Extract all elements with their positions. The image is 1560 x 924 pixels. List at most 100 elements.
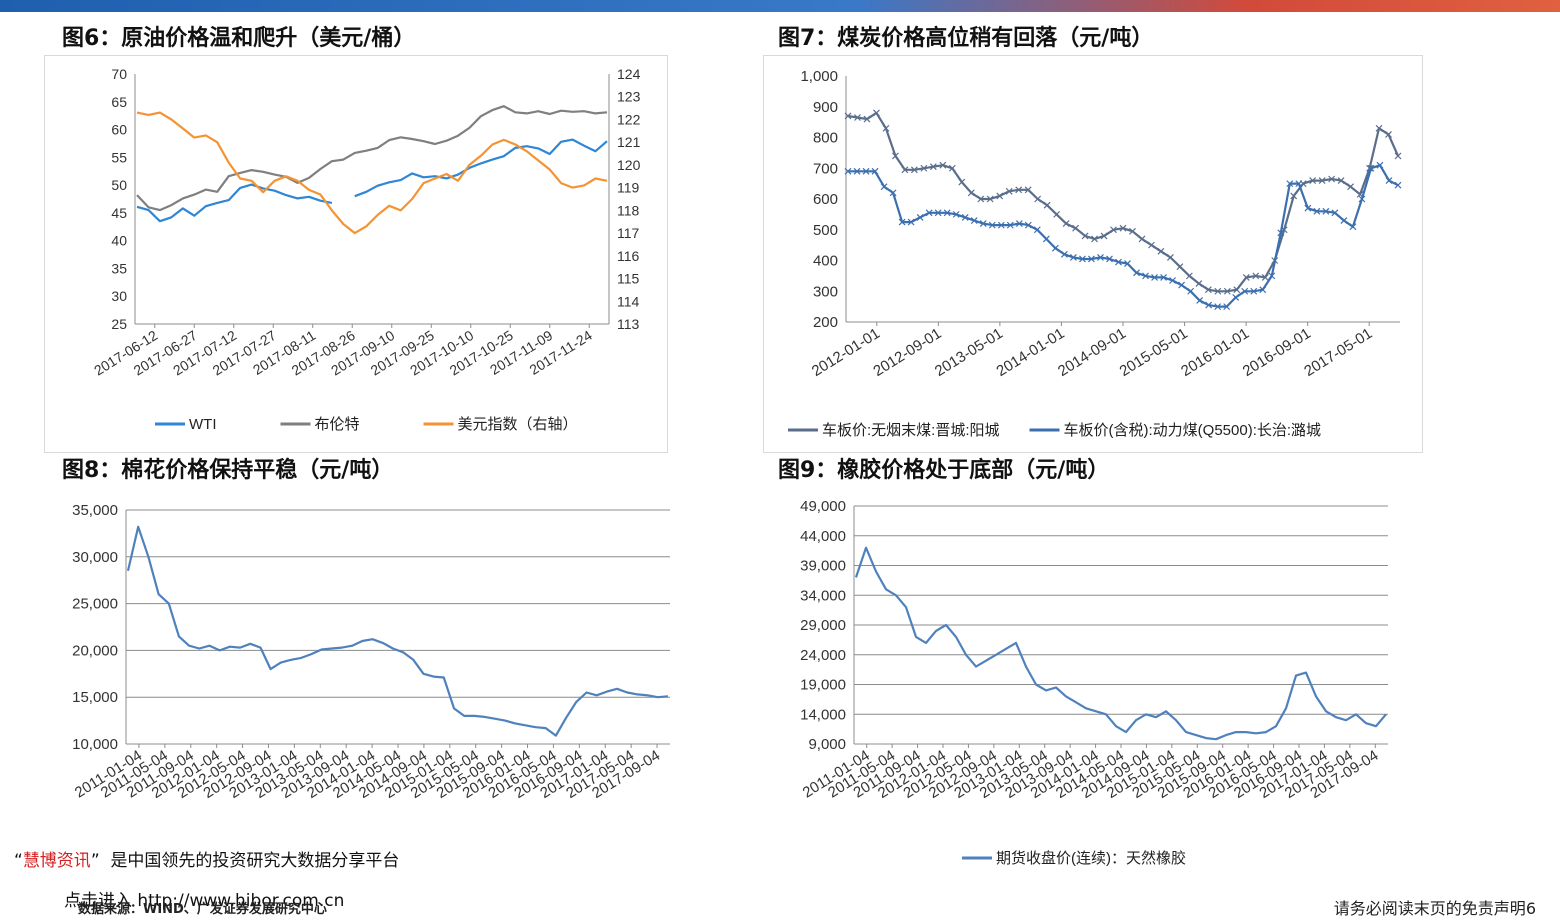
y-tick-label: 14,000 [800,706,846,723]
series-marker [1015,220,1023,228]
series-marker [1062,220,1070,228]
rubber-price-chart: 49,000 44,000 39,000 34,000 29,000 24,000 19,0… [800,498,1388,867]
series-marker [929,163,937,171]
series-marker [1033,226,1041,234]
series-marker [1322,207,1330,215]
y-tick-label: 45 [111,205,127,221]
series-marker [1195,280,1203,287]
y-tick-label: 55 [111,149,127,165]
cotton-price-chart: 35,00030,00025,00020,00015,00010,0002011… [72,502,670,802]
legend-label: 美元指数（右轴） [458,416,578,433]
y2-tick-label: 122 [617,111,641,127]
y-tick-label: 20,000 [72,642,118,659]
series-marker [889,189,897,197]
footer-link[interactable]: 点击进入 http://www.hibor.com.cn [64,891,345,911]
series-marker [1375,124,1383,132]
series-marker [1309,177,1317,184]
series-marker [952,210,960,218]
series-marker [1376,161,1384,169]
series-marker [979,220,987,228]
series-line [136,105,608,212]
legend-label: 车板价(含税):动力煤(Q5500):长治:潞城 [1064,421,1322,439]
series-marker [1214,287,1222,295]
series-marker [891,152,899,160]
series-marker [1160,273,1167,281]
series-marker [1241,287,1249,295]
chart-panel-cotton: 35,000 30,000 25,000 20,000 15,000 10,000 2011… [44,490,704,884]
series-marker [882,124,890,132]
series-marker [1313,207,1321,215]
series-marker [1232,293,1240,301]
y2-tick-label: 119 [617,180,640,196]
series-marker [1178,281,1186,289]
top-color-bar [0,0,1560,12]
series-marker [916,214,924,221]
y-tick-label: 300 [813,283,838,300]
series-marker [1166,254,1174,261]
series-marker [1385,131,1392,138]
chart-title-7: 图7：煤炭价格高位稍有回落（元/吨） [778,26,1154,51]
series-marker [1034,195,1042,203]
series-marker [997,221,1005,229]
series-marker [939,161,947,169]
y-tick-label: 900 [813,99,838,116]
chart-title-8: 图8：棉花价格保持平稳（元/吨） [62,458,394,483]
series-marker [1138,235,1146,243]
series-marker [996,192,1004,200]
series-marker [1042,235,1050,243]
series-marker [1119,224,1127,232]
footer-brand-line: “慧博资讯” 是中国领先的投资研究大数据分享平台 [14,851,400,871]
series-marker [844,167,852,175]
series-marker [1081,232,1089,240]
y2-tick-label: 124 [617,66,641,82]
y-tick-label: 24,000 [800,647,846,664]
series-marker [1290,192,1298,200]
series-marker [1331,209,1339,217]
series-marker [961,214,969,221]
series-marker [1295,180,1303,188]
series-line [848,164,1399,308]
y2-tick-label: 114 [617,293,640,309]
y2-tick-label: 117 [617,225,640,241]
series-marker [1024,186,1032,194]
y-tick-label: 9,000 [808,736,846,753]
series-marker [1328,175,1336,183]
series-marker [920,164,928,172]
series-marker [1176,263,1184,271]
series-marker [1133,269,1140,277]
series-marker [1169,277,1177,284]
series-marker [1304,204,1312,212]
y2-tick-label: 120 [617,157,641,173]
y-tick-label: 29,000 [800,617,846,634]
series-marker [988,221,996,229]
x-tick-label: 2013-05-01 [932,325,1006,380]
y-tick-label: 10,000 [72,736,118,753]
series-marker [844,112,852,120]
series-marker [907,218,915,226]
series-marker [948,164,956,172]
series-marker [1051,244,1059,252]
y-tick-label: 25,000 [72,596,118,613]
series-marker [925,209,933,217]
series-marker [901,166,909,174]
series-marker [1187,287,1195,295]
chart-title-9: 图9：橡胶价格处于底部（元/吨） [778,458,1110,483]
series-marker [1205,301,1213,309]
series-marker [1259,286,1267,294]
series-marker [934,209,942,217]
series-line [854,546,1387,741]
oil-price-chart: 70 65 60 55 50 45 40 35 30 25 124 123 122 121 120 119 11… [91,66,641,433]
y-tick-label: 49,000 [800,498,846,515]
footer-brand[interactable]: 慧博资讯 [22,851,91,871]
series-marker [898,218,906,226]
series-line [136,138,608,223]
series-marker [1106,255,1113,263]
x-tick-label: 2017-05-01 [1301,325,1375,380]
series-marker [1261,273,1269,281]
legend-label: 车板价:无烟末煤:晋城:阳城 [822,421,1000,439]
series-marker [1214,303,1222,311]
x-tick-label: 2016-09-01 [1240,325,1314,380]
y-tick-label: 25 [111,316,127,332]
series-marker [1006,221,1014,229]
series-marker [967,189,975,197]
